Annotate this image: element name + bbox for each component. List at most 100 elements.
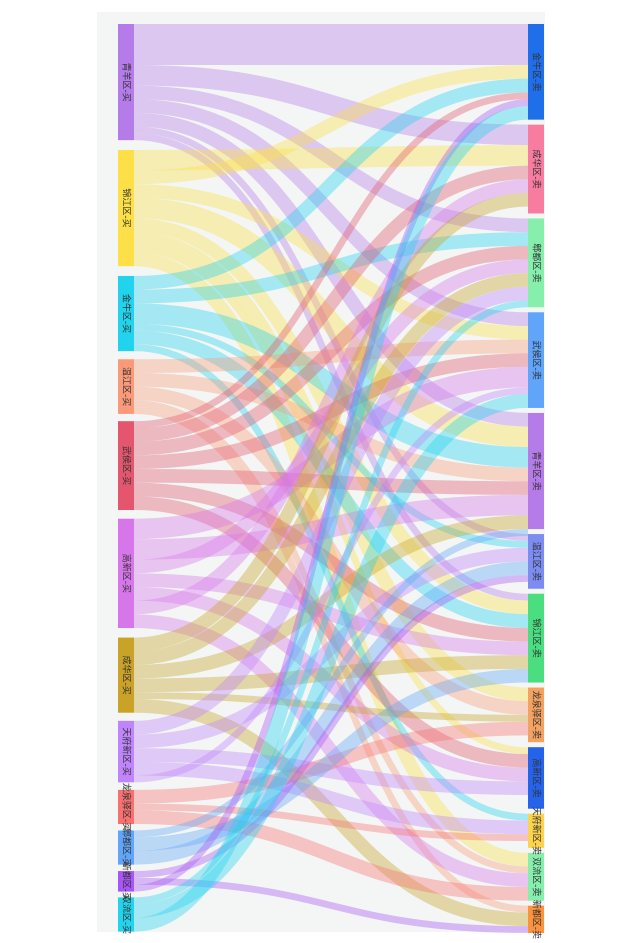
flow-link	[133, 400, 529, 874]
source-node-label: 锦江区-买	[121, 188, 133, 227]
nodes-layer	[118, 24, 544, 933]
flow-link	[133, 547, 529, 749]
flow-link	[133, 372, 529, 482]
flow-link	[133, 218, 529, 615]
flow-link	[133, 482, 529, 642]
target-node-label: 成华区-卖	[531, 149, 543, 188]
source-node-label: 双流区-买	[121, 895, 133, 934]
flow-link	[133, 184, 529, 340]
flow-link	[133, 877, 529, 933]
flow-link	[133, 573, 529, 656]
flow-link	[133, 126, 529, 541]
target-node	[528, 852, 544, 901]
flow-link	[133, 85, 529, 233]
flow-link	[133, 668, 529, 851]
flow-link	[133, 245, 529, 456]
source-node-label: 新都区-买	[121, 862, 133, 901]
target-node	[528, 747, 544, 809]
target-node	[528, 534, 544, 589]
source-node-label: 高新区-买	[121, 554, 133, 593]
target-node-label: 金牛区-卖	[531, 52, 543, 91]
target-node	[528, 24, 544, 120]
flow-link	[133, 748, 529, 796]
flow-link	[133, 99, 529, 892]
target-node-label: 青羊区-卖	[531, 451, 543, 490]
flow-link	[133, 105, 529, 932]
flow-link	[133, 587, 529, 782]
flow-link	[133, 699, 529, 927]
flow-link	[133, 245, 529, 755]
flow-link	[133, 252, 529, 867]
source-node-label: 成华区-买	[121, 656, 133, 695]
flow-link	[133, 323, 529, 548]
source-node	[118, 149, 134, 267]
flow-link	[133, 386, 529, 715]
flow-link	[133, 655, 529, 693]
target-node-label: 温江区-卖	[531, 542, 542, 581]
flow-link	[133, 64, 529, 146]
target-node-label: 天府新区-卖	[531, 807, 543, 855]
source-node	[118, 789, 134, 825]
flow-link	[133, 303, 529, 468]
flow-link	[133, 366, 529, 540]
flow-link	[133, 394, 529, 918]
flow-link	[133, 721, 529, 804]
target-node-label: 龙泉驿区-卖	[531, 691, 543, 739]
target-node-label: 双流区-卖	[531, 857, 543, 896]
source-node	[118, 830, 134, 865]
source-node	[118, 637, 134, 713]
target-node	[528, 905, 544, 933]
source-node	[118, 871, 134, 892]
flow-link	[133, 145, 529, 171]
flow-link	[133, 614, 529, 888]
source-node	[118, 24, 134, 141]
target-node	[528, 218, 544, 308]
source-node	[118, 359, 134, 414]
source-node-label: 武侯区-买	[121, 446, 133, 485]
flow-link	[133, 575, 529, 878]
source-node-label: 金牛区-买	[121, 294, 133, 333]
source-node-label: 温江区-买	[121, 367, 132, 406]
flow-link	[133, 232, 529, 304]
target-node-label: 郫都区-卖	[531, 243, 543, 282]
flow-link	[133, 64, 529, 185]
target-node	[528, 312, 544, 408]
flow-link	[133, 286, 529, 735]
flow-link	[133, 300, 529, 905]
source-node-label: 郫都区-买	[121, 828, 133, 867]
flow-link	[133, 273, 529, 665]
flow-link	[133, 192, 529, 652]
flow-link	[133, 529, 529, 838]
target-node-label: 新都区-卖	[531, 900, 543, 939]
flow-link	[133, 133, 529, 601]
target-node	[528, 687, 544, 743]
source-node-label: 天府新区-买	[121, 727, 133, 775]
source-node-label: 青羊区-买	[121, 62, 133, 101]
flow-link	[133, 78, 529, 290]
source-node	[118, 518, 134, 629]
source-node	[118, 275, 134, 352]
flow-link	[133, 810, 529, 901]
flow-link	[133, 561, 529, 865]
source-node	[118, 421, 134, 510]
flow-link	[133, 197, 529, 448]
flow-link	[133, 469, 529, 495]
flow-link	[133, 330, 529, 628]
target-node-label: 锦江区-卖	[531, 619, 543, 658]
flow-link	[133, 407, 529, 913]
flow-link	[133, 692, 529, 722]
target-node	[528, 813, 544, 848]
source-node-label: 龙泉驿区-买	[121, 783, 133, 831]
flow-link	[133, 761, 529, 835]
target-node	[528, 593, 544, 683]
flow-link	[133, 387, 529, 783]
flow-link	[133, 112, 529, 427]
flow-link	[133, 344, 529, 821]
target-node	[528, 124, 544, 214]
target-node-label: 武侯区-卖	[531, 340, 543, 379]
target-node	[528, 412, 544, 530]
flow-link	[133, 231, 529, 702]
flow-link	[133, 179, 529, 615]
flow-link	[133, 353, 529, 470]
